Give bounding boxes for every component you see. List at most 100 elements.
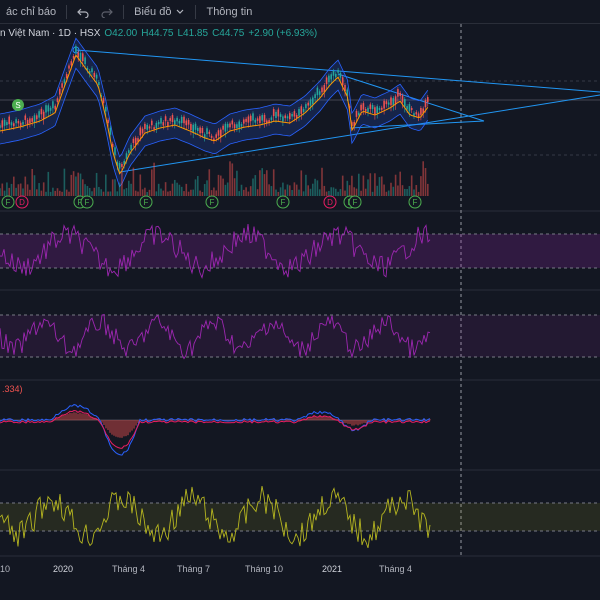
macd-histogram-bar <box>309 416 311 421</box>
macd-histogram-bar <box>41 419 43 421</box>
cci-line <box>0 486 431 549</box>
volume-bar <box>10 183 13 196</box>
macd-histogram-bar <box>243 419 245 421</box>
macd-histogram-bar <box>129 420 131 433</box>
volume-bar <box>341 175 344 196</box>
macd-histogram-bar <box>407 419 409 421</box>
volume-bar <box>243 189 245 196</box>
volume-bar <box>13 176 15 196</box>
macd-histogram-bar <box>79 412 81 421</box>
macd-histogram-bar <box>277 420 279 421</box>
macd-histogram-bar <box>375 419 377 421</box>
candle-body <box>353 121 355 127</box>
candle-body <box>137 138 139 142</box>
volume-bar <box>199 190 201 196</box>
volume-bar <box>330 187 332 196</box>
volume-bar <box>422 161 424 196</box>
candle-body <box>364 109 367 112</box>
event-marker <box>15 195 29 209</box>
volume-bar <box>268 184 270 196</box>
macd-histogram-bar <box>341 420 343 421</box>
macd-histogram-bar <box>9 419 11 421</box>
volume-bar <box>229 161 231 196</box>
candle-body <box>318 91 321 95</box>
rsi-line <box>0 224 431 280</box>
volume-bar <box>22 188 24 196</box>
candle-body <box>374 107 376 115</box>
candle-body <box>178 120 181 124</box>
volume-bar <box>399 171 401 196</box>
candle-body <box>105 106 107 112</box>
event-marker <box>408 195 422 209</box>
candle-body <box>65 74 68 79</box>
volume-bar <box>289 185 291 196</box>
candle-body <box>10 122 13 126</box>
macd-histogram-bar <box>147 420 149 421</box>
volume-bar <box>155 191 158 196</box>
macd-histogram-bar <box>225 420 227 421</box>
volume-bar <box>312 183 314 196</box>
candle-body <box>330 74 332 80</box>
volume-bar <box>171 183 174 196</box>
candle-body <box>341 77 344 86</box>
candle-body <box>404 99 406 107</box>
volume-bar <box>247 191 250 196</box>
volume-bar <box>305 174 307 196</box>
volume-bar <box>392 186 395 196</box>
bollinger-lower <box>0 67 429 188</box>
candle-body <box>381 107 383 110</box>
volume-bar <box>151 169 153 196</box>
undo-button[interactable] <box>71 0 95 24</box>
candle-body <box>169 118 171 121</box>
candle-body <box>238 121 240 128</box>
ascending-trendline <box>119 94 600 173</box>
candle-body <box>1 120 4 128</box>
volume-bar <box>185 183 188 196</box>
volume-bar <box>300 170 303 196</box>
candle-body <box>392 98 395 106</box>
candle-body <box>157 121 160 125</box>
macd-histogram-bar <box>281 419 283 421</box>
macd-histogram-bar <box>217 420 219 421</box>
volume-bar <box>98 186 100 196</box>
volume-bar <box>111 179 114 196</box>
event-marker <box>323 195 337 209</box>
candle-body <box>406 106 408 110</box>
candle-body <box>321 87 323 93</box>
macd-histogram-bar <box>25 420 27 421</box>
volume-bar <box>19 183 22 196</box>
macd-histogram-bar <box>361 420 363 424</box>
volume-bar <box>109 191 112 196</box>
macd-histogram-bar <box>21 419 23 421</box>
chart-type-button[interactable]: Biểu đồ <box>128 0 191 24</box>
volume-bar <box>415 185 418 196</box>
macd-histogram-bar <box>131 420 133 431</box>
volume-bar <box>261 168 263 196</box>
candle-body <box>323 85 326 93</box>
macd-histogram-bar <box>105 420 107 429</box>
candle-body <box>102 98 105 104</box>
macd-histogram-bar <box>387 419 389 421</box>
volume-bar <box>42 182 45 196</box>
volume-bar <box>362 175 365 196</box>
candle-body <box>68 65 70 69</box>
indicators-button[interactable]: ác chỉ báo <box>0 0 62 24</box>
volume-bar <box>72 171 75 196</box>
event-marker <box>276 195 290 209</box>
candle-body <box>93 72 96 78</box>
rsi-band <box>0 234 600 268</box>
macd-histogram-bar <box>373 419 375 421</box>
candle-body <box>49 107 52 111</box>
macd-histogram-bar <box>71 413 73 421</box>
volume-bar <box>397 185 399 196</box>
macd-histogram-bar <box>45 419 47 421</box>
candle-body <box>130 144 132 150</box>
candle-body <box>29 118 31 124</box>
volume-bar <box>65 189 68 196</box>
symbol-title[interactable]: n Việt Nam · 1D · HSX <box>0 28 101 39</box>
info-button[interactable]: Thông tin <box>200 0 258 24</box>
candle-body <box>243 119 245 124</box>
candle-body <box>348 105 351 109</box>
redo-button[interactable] <box>95 0 119 24</box>
